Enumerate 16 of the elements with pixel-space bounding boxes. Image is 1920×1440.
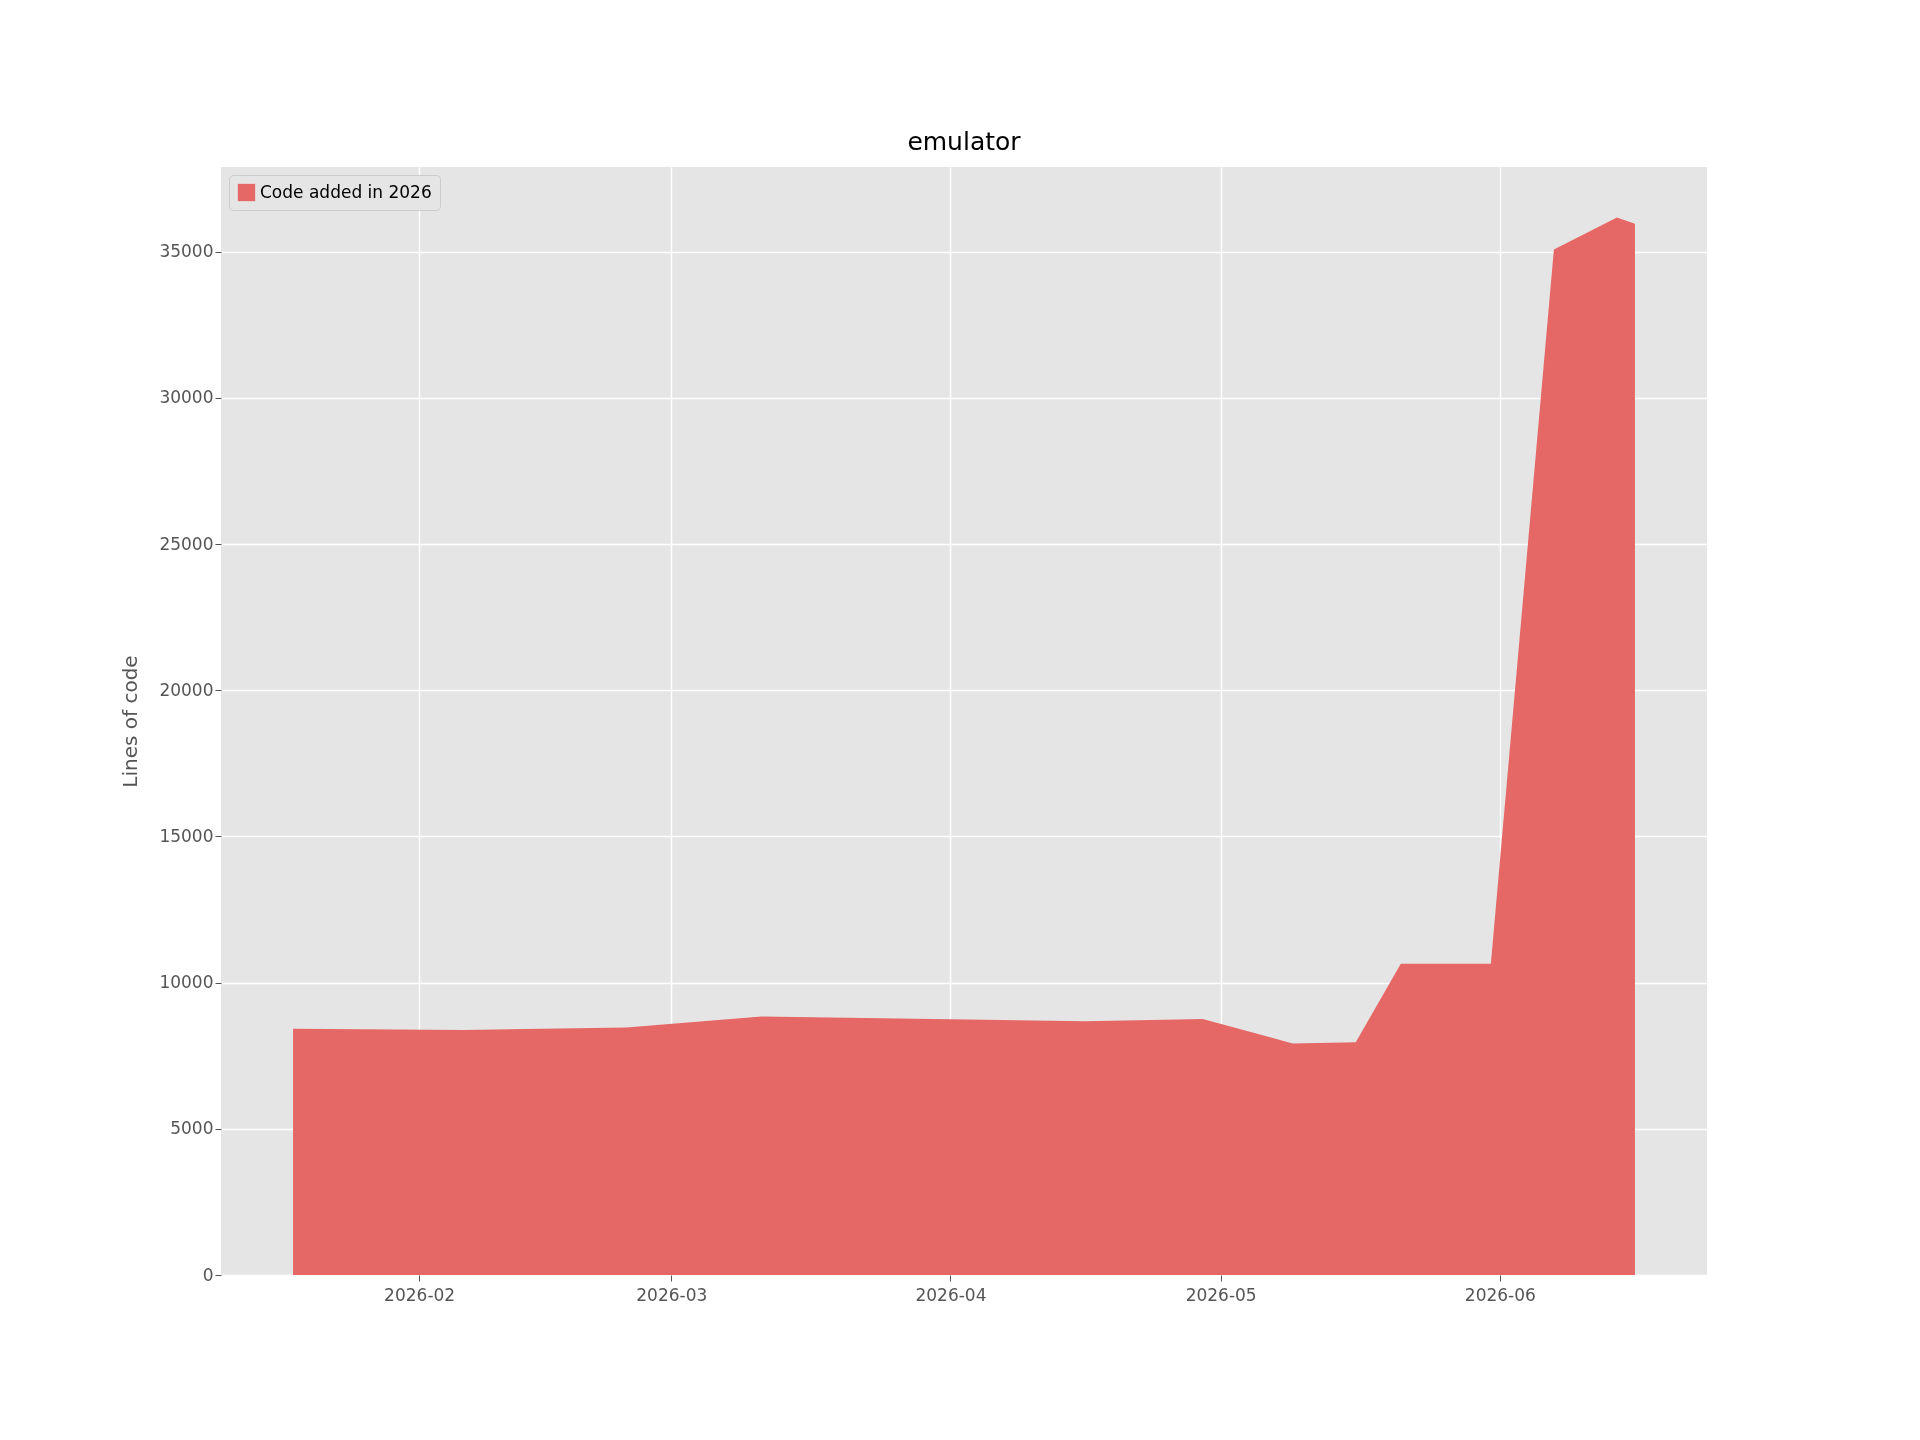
y-tick-label: 20000: [159, 679, 214, 700]
x-tick-label: 2026-06: [1464, 1284, 1536, 1305]
x-tick-label: 2026-02: [384, 1284, 456, 1305]
x-tick-label: 2026-05: [1185, 1284, 1257, 1305]
y-tick-label: 35000: [159, 241, 214, 262]
y-tick-label: 30000: [159, 387, 214, 408]
legend-label: Code added in 2026: [260, 181, 432, 202]
y-tick-label: 25000: [159, 533, 214, 554]
x-tick-label: 2026-03: [636, 1284, 708, 1305]
y-tick-label: 15000: [159, 825, 214, 846]
y-tick-label: 5000: [170, 1118, 214, 1139]
chart-title: emulator: [907, 127, 1022, 156]
y-tick-label: 0: [202, 1264, 214, 1285]
y-tick-label: 10000: [159, 972, 214, 993]
x-tick-label: 2026-04: [915, 1284, 987, 1305]
y-axis-title: Lines of code: [118, 655, 143, 788]
